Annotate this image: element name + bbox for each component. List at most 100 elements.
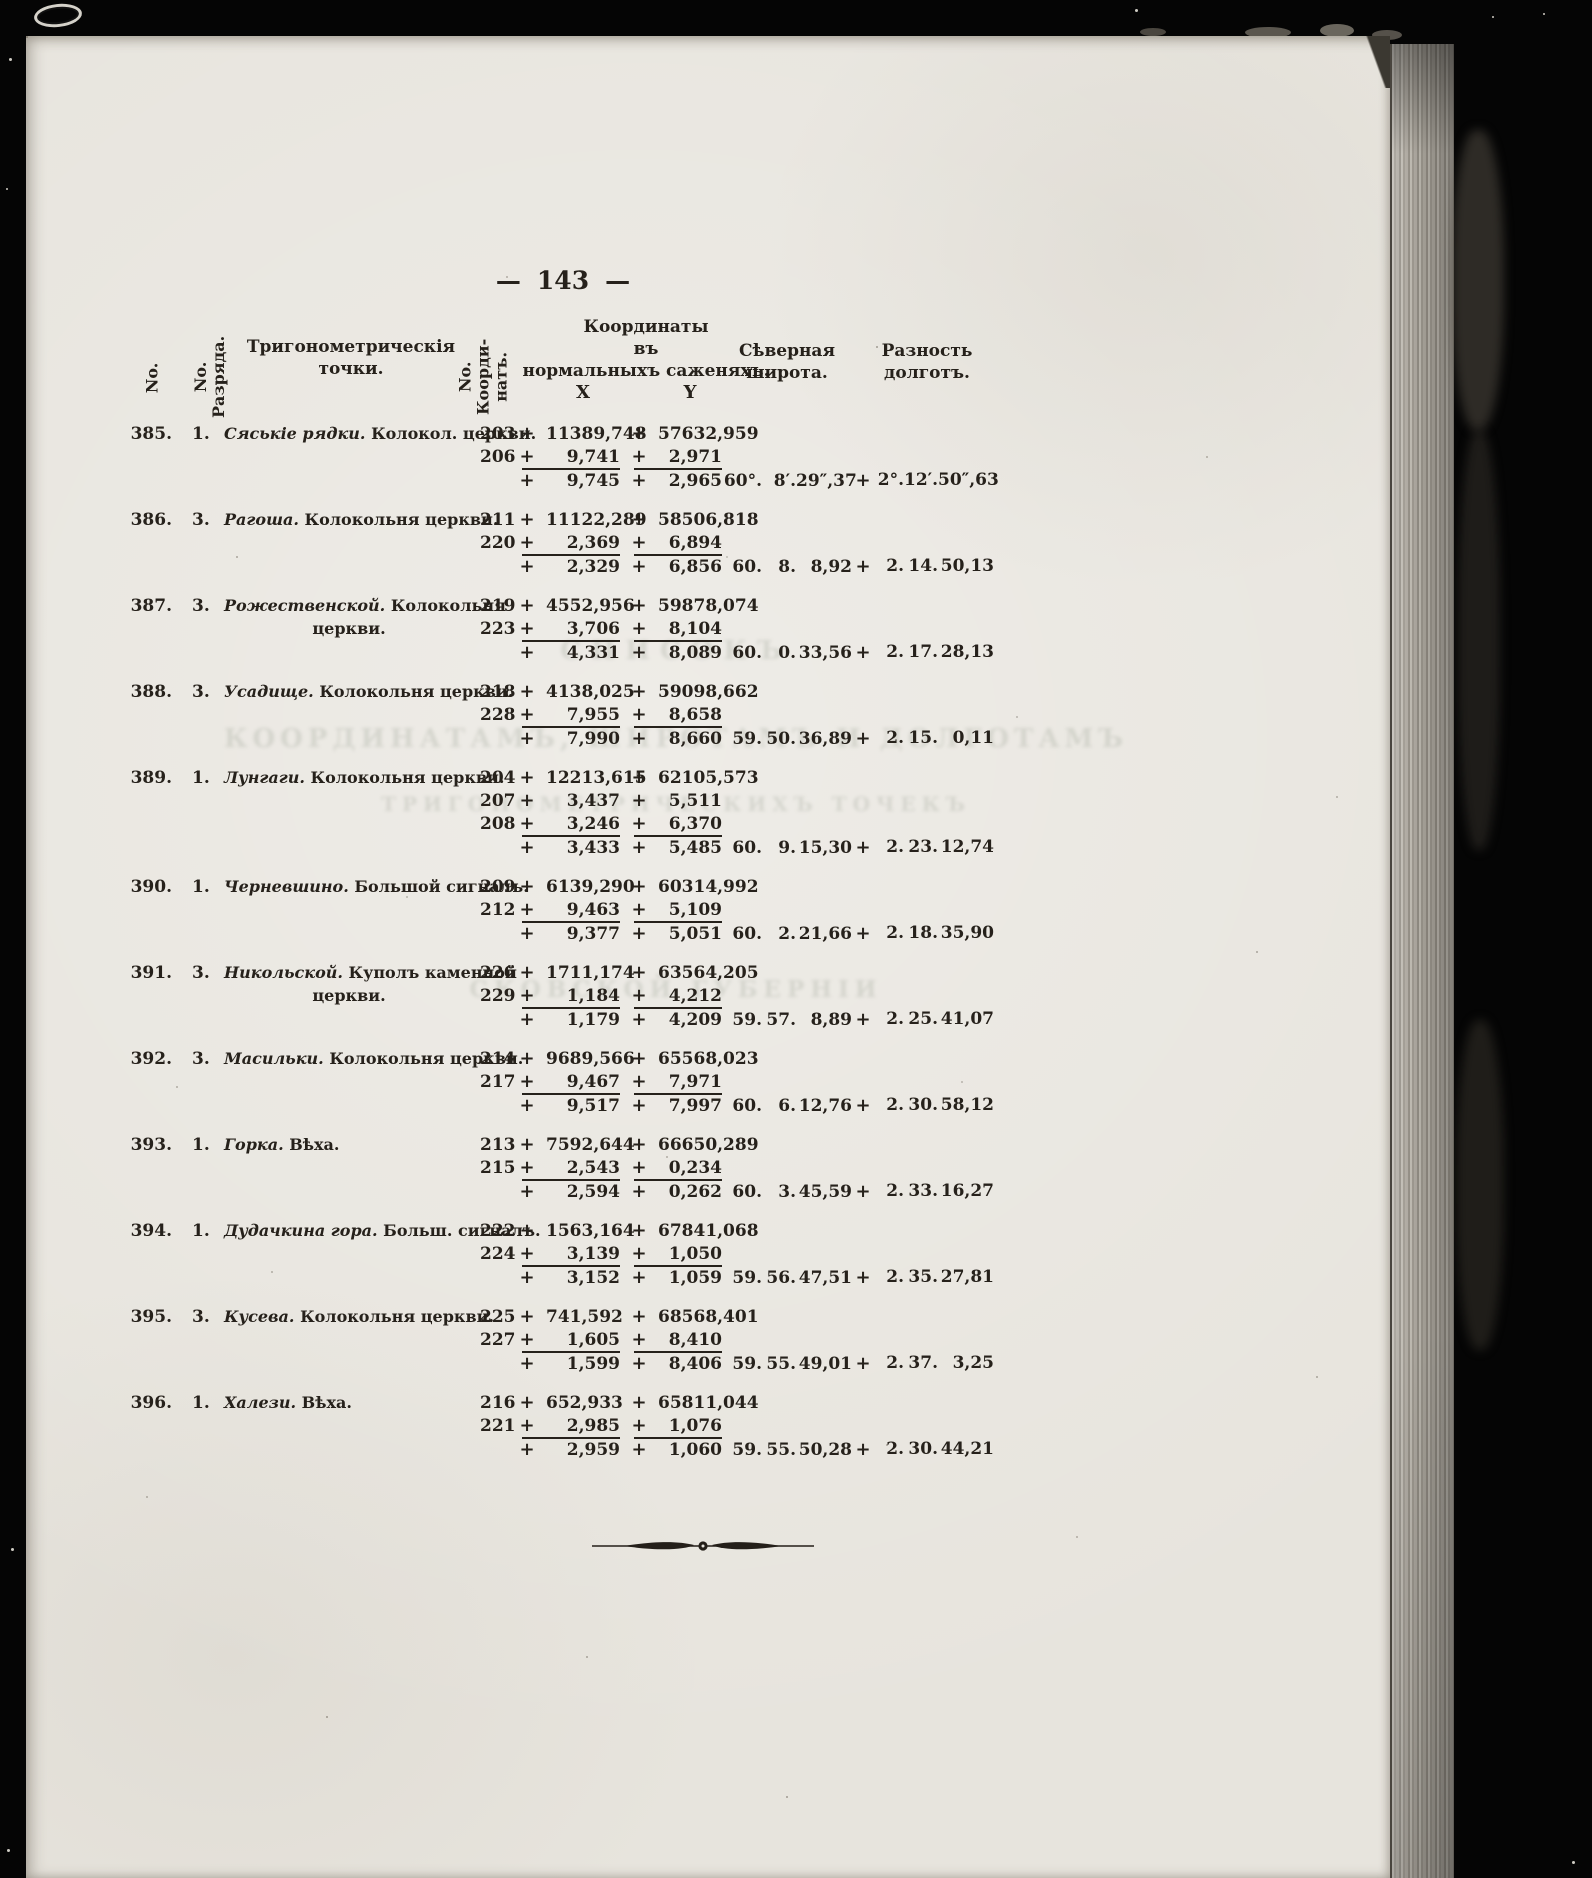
table-line: + 2,329 + 6,856 60. 8. 8,92 +2. 14. 50,13: [98, 554, 1078, 577]
y-sign: +: [631, 1134, 647, 1155]
table-row: 391. 3. Никольской. Куполъ каменной 226 …: [98, 961, 1078, 1030]
cell-class: 3.: [192, 1307, 210, 1327]
cell-no: 385.: [130, 424, 172, 444]
lon-sec: 16,27: [940, 1181, 994, 1201]
table-line: церкви. 223 + 3,706 + 8,104: [98, 617, 1078, 640]
dust-speck: [7, 1849, 10, 1852]
lon-sign: +: [855, 1439, 871, 1460]
x-sign: +: [519, 790, 535, 811]
dust-speck: [1572, 1861, 1575, 1864]
cell-y: 6,856: [634, 554, 722, 579]
y-sign: +: [631, 985, 647, 1006]
cell-coordno: 220: [480, 533, 516, 553]
header-coord-line2: Коорди-: [473, 338, 493, 416]
lat-sec: 47,51: [798, 1268, 852, 1288]
cell-y: 0,234: [668, 1158, 722, 1178]
table-line: 387. 3. Рожественской. Колокольня 219 + …: [98, 594, 1078, 617]
page-edge-debris: [1140, 28, 1166, 36]
lon-sec: 12,74: [940, 837, 994, 857]
x-sign: +: [519, 1243, 535, 1264]
cell-lat: 60°. 8′. 29″,37: [722, 470, 857, 493]
ghost-text-line: ТРИГОНОМЕТРИЧЕСКИХЪ ТОЧЕКЪ: [381, 792, 971, 816]
point-name-italic: Усадище.: [224, 682, 314, 701]
lat-deg: 60.: [732, 924, 762, 944]
cell-x: 1563,164: [546, 1221, 635, 1241]
cell-x: 3,152: [522, 1265, 620, 1290]
lon-sec: 0,11: [952, 728, 994, 748]
x-sign: +: [519, 899, 535, 920]
cell-class: 3.: [192, 963, 210, 983]
cell-lat: 59. 55. 50,28: [722, 1439, 852, 1462]
lon-deg: 2.: [886, 1095, 904, 1115]
lon-deg: 2.: [886, 923, 904, 943]
lon-sec: 27,81: [940, 1267, 994, 1287]
cell-y: 8,104: [668, 619, 722, 639]
cell-x: 2,985: [566, 1416, 620, 1436]
table-line: 217 + 9,467 + 7,971: [98, 1070, 1078, 1093]
header-latitude: Сѣверная широта.: [722, 340, 852, 384]
y-sign: +: [631, 962, 647, 983]
cell-x: 11389,748: [546, 424, 647, 444]
lat-min: 2.: [778, 924, 796, 944]
x-sign: +: [519, 1353, 535, 1374]
lon-sec: 50″,63: [938, 470, 999, 490]
cell-coordno: 227: [480, 1330, 516, 1350]
table-line: + 1,179 + 4,209 59. 57. 8,89 +2. 25. 41,07: [98, 1007, 1078, 1030]
cell-class: 1.: [192, 877, 210, 897]
y-sign: +: [631, 876, 647, 897]
table-line: 388. 3. Усадище. Колокольня церкви. 218 …: [98, 680, 1078, 703]
cell-lat: 60. 2. 21,66: [722, 923, 852, 946]
cell-coordno: 208: [480, 814, 516, 834]
table-line: церкви. 229 + 1,184 + 4,212: [98, 984, 1078, 1007]
cell-lon: +2. 18. 35,90: [852, 922, 998, 945]
cell-coordno: 221: [480, 1416, 516, 1436]
cell-y: 7,971: [668, 1072, 722, 1092]
table-line: + 2,959 + 1,060 59. 55. 50,28 +2. 30. 44,21: [98, 1437, 1078, 1460]
table-row: 395. 3. Кусева. Колокольня церкви. 225 +…: [98, 1305, 1078, 1374]
cell-no: 390.: [130, 877, 172, 897]
cell-no: 392.: [130, 1049, 172, 1069]
cell-x: 3,437: [566, 791, 620, 811]
dust-speck: [6, 188, 8, 190]
cell-name: Кусева. Колокольня церкви.: [218, 1305, 494, 1328]
point-name-rest: Колокол. церкви.: [365, 424, 537, 443]
cell-x: 1711,174: [546, 963, 635, 983]
lon-min: 37.: [908, 1353, 938, 1373]
table-line: 394. 1. Дудачкина гора. Больш. сигналъ. …: [98, 1219, 1078, 1242]
cell-lat: 59. 57. 8,89: [722, 1009, 852, 1032]
lat-sec: 33,56: [798, 643, 852, 663]
x-sign: +: [519, 876, 535, 897]
lon-sign: +: [855, 1267, 871, 1288]
lon-deg: 2.: [886, 1353, 904, 1373]
lon-deg: 2.: [886, 1009, 904, 1029]
point-name-italic: Масильки.: [224, 1049, 324, 1068]
x-sign: +: [519, 642, 535, 663]
cell-y: 1,060: [634, 1437, 722, 1462]
table-line: 386. 3. Рагоша. Колокольня церкви. 211 +…: [98, 508, 1078, 531]
point-name-rest: Большой сигналъ.: [348, 877, 529, 896]
lon-sec: 50,13: [940, 556, 994, 576]
cell-coordno: 228: [480, 705, 516, 725]
cell-x: 1,599: [522, 1351, 620, 1376]
lat-deg: 60.: [732, 557, 762, 577]
tailpiece-ornament: [588, 1538, 818, 1554]
cell-x: 9,517: [522, 1093, 620, 1118]
table-line: 206 + 9,741 + 2,971: [98, 445, 1078, 468]
cell-no: 389.: [130, 768, 172, 788]
lon-min: 14.: [908, 556, 938, 576]
x-sign: +: [519, 728, 535, 749]
cell-class: 3.: [192, 510, 210, 530]
cell-y: 58506,818: [658, 510, 759, 530]
cell-name: церкви.: [218, 984, 480, 1007]
table-line: 385. 1. Сяськіе рядки. Колокол. церкви. …: [98, 422, 1078, 445]
lon-sec: 41,07: [940, 1009, 994, 1029]
dust-speck: [1135, 9, 1138, 12]
point-name-rest: Больш. сигналъ.: [377, 1221, 541, 1240]
cell-lon: +2. 23. 12,74: [852, 836, 998, 859]
x-sign: +: [519, 470, 535, 491]
cell-y: 63564,205: [658, 963, 759, 983]
header-x: X: [576, 382, 590, 403]
lon-deg: 2.: [886, 642, 904, 662]
lat-deg: 60°.: [723, 471, 762, 491]
lat-deg: 59.: [732, 729, 762, 749]
